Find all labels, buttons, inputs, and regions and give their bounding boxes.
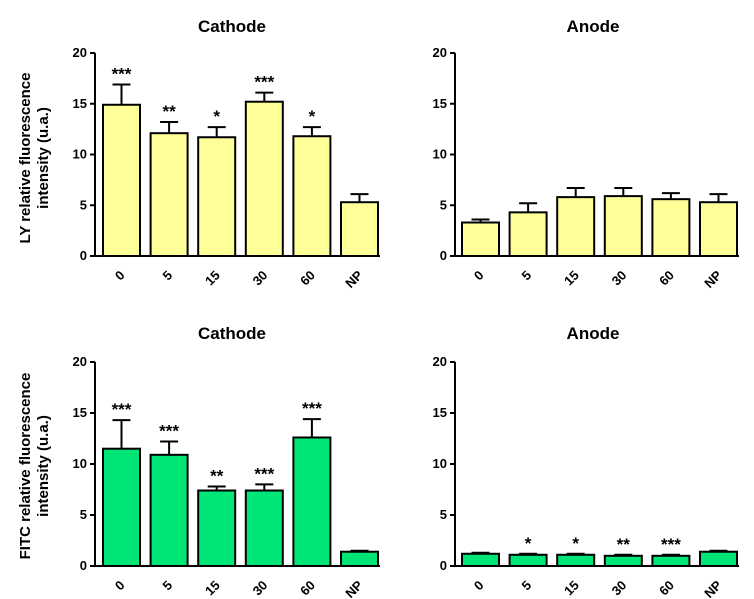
bar-15	[197, 489, 237, 567]
y-tick-label: 15	[433, 96, 447, 111]
panel-title: Cathode	[198, 324, 266, 343]
bar-5	[149, 132, 189, 257]
x-tick-label-60: 60	[297, 268, 318, 289]
x-tick-label-5: 5	[159, 578, 175, 594]
panel-fitc-anode: Anode 0 5 10 15 20 0 * 5 * 15 ** 30 *** 60 NP	[433, 324, 739, 599]
x-tick-label-0: 0	[471, 268, 487, 284]
bar-5	[508, 553, 548, 568]
bar-NP	[340, 550, 379, 567]
significance-label-15: *	[213, 107, 220, 126]
x-tick-label-15: 15	[561, 578, 582, 599]
x-tick-label-0: 0	[112, 578, 128, 594]
y-tick-label: 10	[73, 456, 87, 471]
x-tick-label-60: 60	[656, 268, 677, 289]
bar-60	[292, 135, 332, 257]
x-tick-label-15: 15	[202, 268, 223, 289]
y-tick-label: 0	[440, 248, 447, 263]
significance-label-5: **	[162, 102, 176, 121]
significance-label-0: ***	[112, 400, 132, 419]
panel-title: Anode	[567, 17, 620, 36]
significance-label-60: *	[309, 107, 316, 126]
x-tick-label-NP: NP	[342, 267, 366, 291]
bar-0	[102, 447, 141, 568]
significance-label-15: *	[572, 534, 579, 553]
y-tick-label: 20	[73, 354, 87, 369]
x-tick-label-15: 15	[561, 268, 582, 289]
bar-60	[651, 554, 691, 567]
significance-label-0: ***	[112, 64, 132, 83]
panel-ly-anode: Anode 0 5 10 15 20 0 5 15 30 60 NP	[433, 17, 739, 291]
y-tick-label: 0	[80, 558, 87, 573]
y-tick-label: 0	[440, 558, 447, 573]
significance-label-5: *	[525, 534, 532, 553]
x-tick-label-0: 0	[471, 578, 487, 594]
y-tick-label: 10	[433, 456, 447, 471]
y-tick-label: 5	[440, 197, 447, 212]
y-tick-label: 5	[80, 507, 87, 522]
y-axis-label-line-2: intensity (u.a.)	[35, 107, 52, 209]
bar-NP	[340, 201, 379, 257]
y-tick-label: 5	[440, 507, 447, 522]
x-tick-label-30: 30	[250, 578, 271, 599]
x-tick-label-30: 30	[609, 578, 630, 599]
significance-label-60: ***	[302, 399, 322, 418]
y-axis-label-line-2: intensity (u.a.)	[35, 415, 52, 517]
x-tick-label-NP: NP	[701, 577, 725, 599]
panel-title: Cathode	[198, 17, 266, 36]
y-tick-label: 20	[433, 354, 447, 369]
x-tick-label-30: 30	[250, 268, 271, 289]
y-tick-label: 20	[73, 45, 87, 60]
x-tick-label-60: 60	[656, 578, 677, 599]
y-tick-label: 15	[433, 405, 447, 420]
y-axis-label-line-1: LY relative fluorescence	[17, 73, 34, 244]
y-axis-label-line-1: FITC relative fluorescence	[17, 373, 34, 560]
x-tick-label-NP: NP	[342, 577, 366, 599]
x-tick-label-15: 15	[202, 578, 223, 599]
x-tick-label-30: 30	[609, 268, 630, 289]
bar-15	[556, 196, 596, 258]
x-tick-label-60: 60	[297, 578, 318, 599]
y-tick-label: 15	[73, 405, 87, 420]
significance-label-15: **	[210, 466, 224, 485]
y-tick-label: 0	[80, 248, 87, 263]
significance-label-30: **	[617, 535, 631, 554]
bar-NP	[699, 201, 738, 257]
significance-label-60: ***	[661, 535, 681, 554]
x-tick-label-NP: NP	[701, 267, 725, 291]
bar-15	[556, 553, 596, 568]
bar-30	[603, 195, 643, 258]
panel-fitc-cathode: Cathode 0 5 10 15 20 *** 0 *** 5 ** 15 *** 30 *** 60 NP	[73, 324, 380, 599]
bar-5	[149, 453, 189, 568]
x-tick-label-0: 0	[112, 268, 128, 284]
significance-label-30: ***	[254, 464, 274, 483]
bar-NP	[699, 550, 738, 567]
y-tick-label: 10	[433, 147, 447, 162]
bar-60	[651, 198, 691, 258]
bar-0	[461, 221, 500, 258]
bar-0	[102, 103, 141, 257]
x-tick-label-5: 5	[518, 578, 534, 594]
panel-title: Anode	[567, 324, 620, 343]
x-tick-label-5: 5	[518, 268, 534, 284]
y-tick-label: 15	[73, 96, 87, 111]
bar-30	[244, 489, 284, 567]
bar-30	[603, 554, 643, 567]
bar-60	[292, 436, 332, 568]
x-tick-label-5: 5	[159, 268, 175, 284]
panel-ly-cathode: Cathode 0 5 10 15 20 *** 0 ** 5 * 15 *** 30 * 60 NP	[73, 17, 380, 291]
significance-label-5: ***	[159, 422, 179, 441]
significance-label-30: ***	[254, 73, 274, 92]
bar-15	[197, 136, 237, 257]
y-tick-label: 10	[73, 147, 87, 162]
bar-5	[508, 211, 548, 257]
bar-0	[461, 552, 500, 568]
bar-30	[244, 100, 284, 257]
y-tick-label: 20	[433, 45, 447, 60]
y-tick-label: 5	[80, 197, 87, 212]
